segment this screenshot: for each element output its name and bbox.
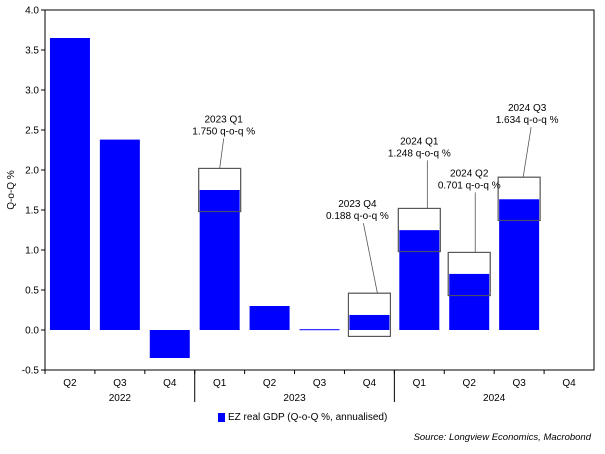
annotation-leader	[522, 127, 532, 178]
annotation-title: 2023 Q1	[204, 114, 243, 125]
annotation-title: 2023 Q4	[338, 199, 377, 210]
y-tick-label: 2.5	[25, 126, 39, 137]
bar	[99, 139, 140, 330]
y-tick-label: 1.5	[25, 206, 39, 217]
x-category-label: Q1	[213, 378, 227, 389]
annotation-title: 2024 Q2	[450, 168, 489, 179]
y-tick-label: 2.0	[25, 166, 39, 177]
x-category-label: Q1	[413, 378, 427, 389]
bar	[299, 329, 340, 331]
range-box-outline	[347, 292, 391, 337]
annotation-title: 2024 Q1	[400, 136, 439, 147]
annotation-value: 0.701 q-o-q %	[438, 180, 501, 191]
x-category-label: Q3	[113, 378, 127, 389]
bar	[449, 273, 490, 330]
annotation-value: 1.248 q-o-q %	[388, 148, 451, 159]
range-box-outline	[447, 251, 491, 297]
bar	[499, 199, 540, 330]
annotation-title: 2024 Q3	[508, 103, 547, 114]
bar	[149, 330, 190, 358]
y-tick-label: 3.5	[25, 46, 39, 57]
y-tick-label: 1.0	[25, 246, 39, 257]
x-category-label: Q4	[163, 378, 177, 389]
x-year-label: 2024	[483, 393, 506, 404]
y-tick-label: 4.0	[25, 6, 39, 17]
legend-swatch	[218, 413, 225, 422]
y-tick-label: 0.5	[25, 286, 39, 297]
bar	[49, 38, 90, 330]
x-category-label: Q2	[263, 378, 277, 389]
annotation-leader	[219, 138, 225, 169]
bar	[399, 230, 440, 330]
bar	[349, 314, 390, 330]
x-category-label: Q3	[512, 378, 526, 389]
x-year-label: 2023	[283, 393, 306, 404]
legend-label: EZ real GDP (Q-o-Q %, annualised)	[228, 412, 388, 423]
source-note: Source: Longview Economics, Macrobond	[413, 432, 591, 443]
y-tick-label: 3.0	[25, 86, 39, 97]
annotation-value: 1.634 q-o-q %	[496, 115, 559, 126]
y-axis-label: Q-o-Q %	[6, 170, 17, 210]
annotation-value: 0.188 q-o-q %	[326, 211, 389, 222]
x-category-label: Q2	[63, 378, 77, 389]
y-tick-label: -0.5	[22, 366, 40, 377]
x-category-label: Q4	[562, 378, 576, 389]
bar	[249, 306, 290, 330]
y-tick-label: 0.0	[25, 326, 39, 337]
range-box-outline	[397, 207, 441, 253]
x-category-label: Q2	[463, 378, 477, 389]
legend: EZ real GDP (Q-o-Q %, annualised)	[218, 412, 387, 423]
x-category-label: Q4	[363, 378, 377, 389]
annotation-value: 1.750 q-o-q %	[192, 126, 255, 137]
bar	[199, 190, 240, 330]
annotation-leader	[363, 223, 378, 294]
range-box-outline	[497, 176, 541, 221]
x-year-label: 2022	[109, 393, 132, 404]
plot-frame	[44, 9, 595, 371]
x-category-label: Q3	[313, 378, 327, 389]
